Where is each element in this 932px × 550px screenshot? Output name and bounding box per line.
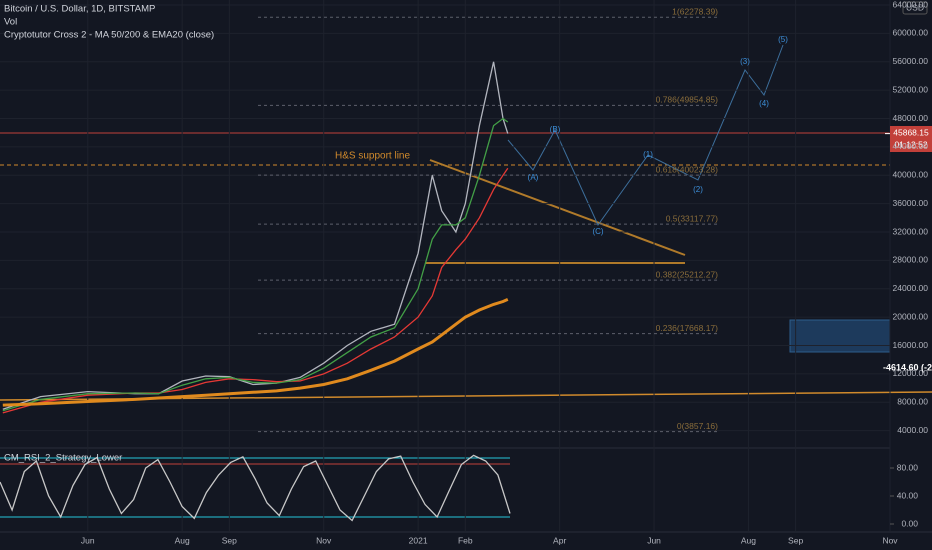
measure-label: -4614.60 (-2: [883, 362, 932, 372]
x-tick-label: Sep: [222, 535, 237, 545]
y-tick-label: 40000.00: [893, 170, 929, 180]
y-tick-label: 56000.00: [893, 56, 929, 66]
x-tick-label: Jun: [81, 535, 95, 545]
vol-label: Vol: [4, 17, 17, 28]
x-tick-label: Nov: [316, 535, 332, 545]
y-tick-label: 16000.00: [893, 340, 929, 350]
x-tick-label: Jun: [647, 535, 661, 545]
y-tick-label: 44000.00: [893, 141, 929, 151]
y-tick-label: 4000.00: [897, 425, 928, 435]
price-tag: 45868.15: [893, 127, 929, 137]
y-tick-label: 20000.00: [893, 311, 929, 321]
y-tick-label: 64000.00: [893, 0, 929, 9]
rsi-tick-label: 0.00: [901, 518, 918, 528]
y-tick-label: 36000.00: [893, 198, 929, 208]
y-tick-label: 52000.00: [893, 84, 929, 94]
x-tick-label: Sep: [788, 535, 803, 545]
target-zone: [789, 319, 891, 353]
rsi-tick-label: 40.00: [897, 490, 919, 500]
fib-label: 1(62278.39): [672, 6, 718, 16]
triangle-line: [429, 159, 686, 256]
rsi-line: [0, 454, 511, 522]
countdown: 01:12:52: [894, 139, 927, 149]
rsi-title: CM_RSI_2_Strategy_Lower: [4, 453, 122, 464]
symbol-title: Bitcoin / U.S. Dollar, 1D, BITSTAMP: [4, 4, 155, 15]
fib-label: 0.382(25212.27): [656, 269, 719, 279]
fib-label: 0.5(33117.77): [666, 213, 718, 223]
fib-label: 0.786(49854.85): [656, 95, 719, 105]
x-tick-label: Feb: [458, 535, 473, 545]
wave-label: (C): [592, 227, 603, 236]
fib-label: 0(3857.16): [677, 421, 718, 431]
y-tick-label: 60000.00: [893, 28, 929, 38]
y-tick-label: 28000.00: [893, 255, 929, 265]
wave-path: [507, 44, 784, 226]
x-tick-label: Aug: [175, 535, 190, 545]
y-tick-label: 12000.00: [893, 368, 929, 378]
series-line: [2, 117, 509, 412]
wave-label: (A): [528, 173, 539, 182]
wave-label: (4): [759, 99, 769, 108]
x-tick-label: Aug: [741, 535, 756, 545]
indicator-label: Cryptotutor Cross 2 - MA 50/200 & EMA20 …: [4, 30, 214, 41]
price-tag-box: [890, 126, 932, 152]
marks: [0, 0, 894, 532]
x-tick-label: Nov: [882, 535, 898, 545]
currency-box: [902, 1, 928, 15]
fib-label: 0.236(17668.17): [656, 323, 719, 333]
currency: USD: [906, 2, 924, 12]
fib-label: 0.618(40023.28): [656, 164, 719, 174]
series-line: [2, 298, 509, 407]
wave-label: (2): [693, 185, 703, 194]
wave-label: (1): [643, 150, 653, 159]
annotation: H&S support line: [335, 151, 410, 162]
y-tick-label: 8000.00: [897, 397, 928, 407]
y-tick-label: 24000.00: [893, 283, 929, 293]
x-tick-label: Apr: [553, 535, 566, 545]
wave-label: (3): [740, 57, 750, 66]
wave-label: (B): [550, 125, 561, 134]
x-tick-label: 2021: [409, 535, 428, 545]
y-tick-label: 32000.00: [893, 226, 929, 236]
rsi-tick-label: 80.00: [897, 462, 919, 472]
wave-label: (5): [778, 35, 788, 44]
y-tick-label: 48000.00: [893, 113, 929, 123]
